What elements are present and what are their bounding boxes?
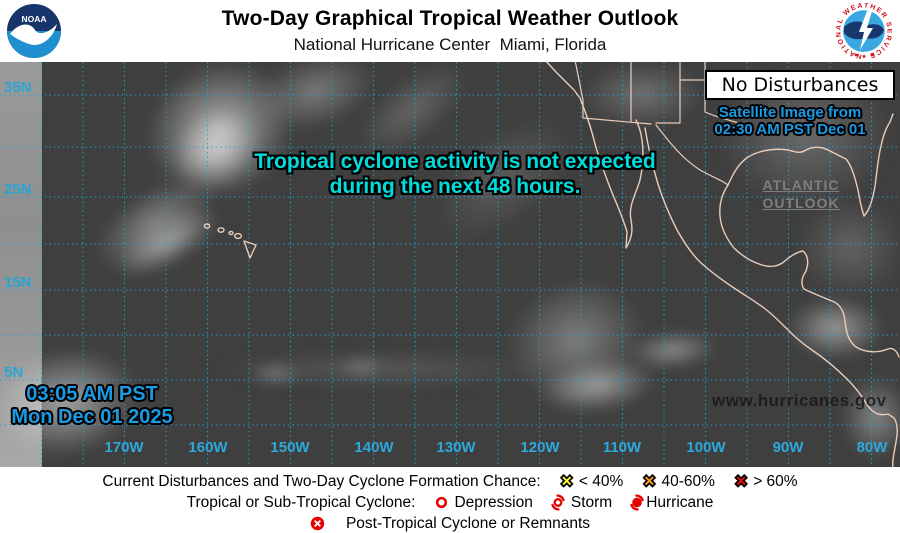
cloud-blob [238, 358, 313, 390]
medium-chance-label: 40-60% [661, 472, 715, 490]
no-disturbances-box: No Disturbances [705, 70, 895, 100]
hurricane-label: Hurricane [646, 493, 714, 511]
lat-label-35n: 35N [4, 79, 32, 96]
atlantic-outlook-link-line1: ATLANTIC [762, 177, 840, 193]
satellite-time-line2: 02:30 AM PST Dec 01 [714, 121, 866, 138]
post-tropical-label: Post-Tropical Cyclone or Remnants [345, 514, 591, 532]
chance-low-item: ✖ < 40% [559, 472, 624, 491]
outlook-message-line2: during the next 48 hours. [329, 175, 581, 198]
outlook-message-line1: Tropical cyclone activity is not expecte… [254, 150, 656, 173]
lon-label-110w: 110W [602, 439, 642, 456]
legend-row-post-tropical: Post-Tropical Cyclone or Remnants [0, 513, 900, 533]
lon-label-120w: 120W [520, 439, 560, 456]
lon-label-140w: 140W [354, 439, 394, 456]
legend-row-formation-chance: Current Disturbances and Two-Day Cyclone… [0, 471, 900, 492]
coastlines [203, 62, 900, 467]
legend: Current Disturbances and Two-Day Cyclone… [0, 467, 900, 533]
lat-label-15n: 15N [4, 274, 32, 291]
header: NOAA Two-Day Graphical Tropical Weather … [0, 0, 900, 62]
high-chance-x-icon: ✖ [733, 472, 749, 491]
issued-date: Mon Dec 01 2025 [11, 406, 173, 428]
lon-label-150w: 150W [270, 439, 310, 456]
hawaii-islands [203, 223, 257, 259]
latlon-gridlines [0, 62, 900, 467]
lon-label-100w: 100W [686, 439, 726, 456]
storm-item: Storm [550, 494, 612, 512]
depression-label: Depression [454, 493, 533, 511]
post-tropical-icon [310, 516, 325, 531]
noaa-logo[interactable]: NOAA [6, 3, 62, 59]
lat-label-25n: 25N [4, 181, 32, 198]
nws-logo-icon: NATIONAL WEATHER SERVICE [835, 2, 891, 59]
formation-chance-label: Current Disturbances and Two-Day Cyclone… [102, 472, 541, 490]
hurricane-icon [630, 494, 644, 511]
low-chance-label: < 40% [578, 472, 624, 490]
issued-time: 03:05 AM PST [26, 383, 158, 405]
lon-label-170w: 170W [104, 439, 144, 456]
depression-icon [436, 496, 448, 509]
legend-row-cyclone-types: Tropical or Sub-Tropical Cyclone: Depres… [0, 492, 900, 513]
lat-label-5n: 5N [4, 364, 24, 381]
page-title: Two-Day Graphical Tropical Weather Outlo… [221, 7, 679, 30]
chance-medium-item: ✖ 40-60% [642, 472, 715, 491]
atlantic-outlook-link[interactable]: ATLANTIC OUTLOOK [763, 176, 840, 212]
page-subtitle: National Hurricane Center Miami, Florida [293, 35, 607, 54]
cyclone-type-label: Tropical or Sub-Tropical Cyclone: [186, 493, 416, 511]
depression-item: Depression [434, 493, 533, 512]
map-geography [0, 62, 900, 467]
cloud-blob [165, 345, 595, 393]
lon-label-160w: 160W [188, 439, 228, 456]
cloud-blob [328, 353, 393, 381]
satellite-map: 35N 25N 15N 5N 170W 160W 150W 140W 130W … [0, 62, 900, 467]
chance-high-item: ✖ > 60% [733, 472, 798, 491]
high-chance-label: > 60% [753, 472, 798, 490]
storm-label: Storm [570, 493, 613, 511]
noaa-logo-icon: NOAA [7, 4, 61, 58]
cloud-blob [768, 284, 900, 372]
low-chance-x-icon: ✖ [559, 472, 574, 491]
svg-text:NOAA: NOAA [21, 14, 46, 24]
lon-label-90w: 90W [772, 439, 804, 456]
hurricanes-gov-watermark: www.hurricanes.gov [712, 391, 887, 410]
lon-label-80w: 80W [856, 439, 888, 456]
lon-label-130w: 130W [436, 439, 476, 456]
header-titles: Two-Day Graphical Tropical Weather Outlo… [80, 0, 820, 62]
nws-logo[interactable]: NATIONAL WEATHER SERVICE [835, 2, 892, 59]
satellite-time-line1: Satellite Image from [718, 104, 862, 121]
tropical-storm-icon [551, 494, 565, 511]
medium-chance-x-icon: ✖ [642, 472, 657, 491]
hurricane-item: Hurricane [629, 494, 713, 512]
atlantic-outlook-link-line2: OUTLOOK [762, 195, 840, 211]
